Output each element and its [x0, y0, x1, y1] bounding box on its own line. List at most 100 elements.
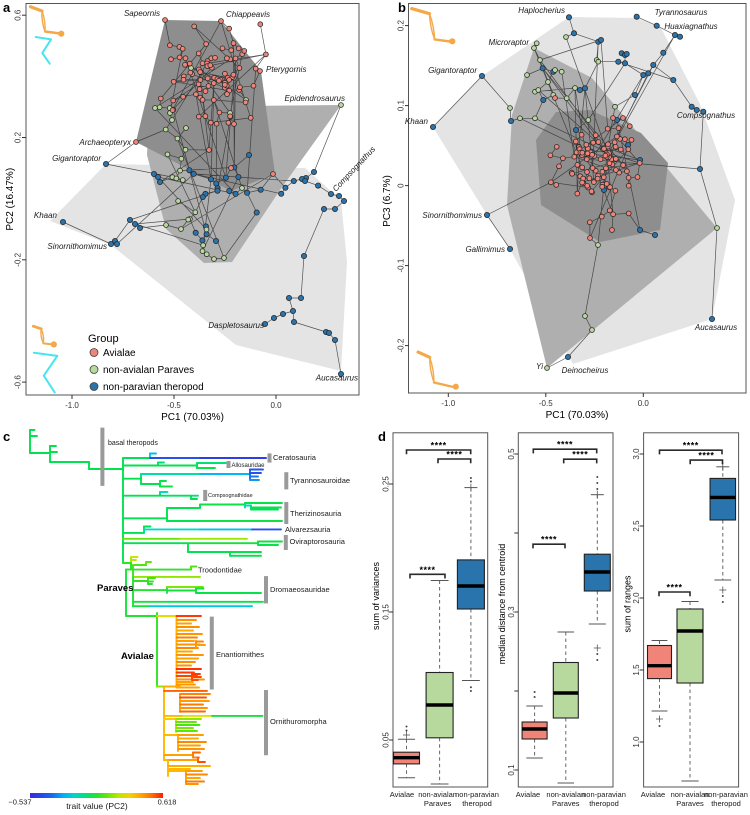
svg-text:Aucasaurus: Aucasaurus — [315, 374, 358, 383]
svg-text:Sapeornis: Sapeornis — [124, 9, 160, 18]
svg-text:Gallimimus: Gallimimus — [465, 245, 505, 254]
svg-text:median distance from centroid: median distance from centroid — [497, 544, 507, 665]
svg-text:****: **** — [698, 451, 714, 461]
svg-text:non-paravian theropod: non-paravian theropod — [103, 382, 204, 393]
svg-text:Paraves: Paraves — [552, 799, 580, 808]
svg-text:basal theropods: basal theropods — [108, 440, 158, 447]
svg-text:c: c — [3, 429, 10, 444]
svg-text:Oviraptorosauria: Oviraptorosauria — [290, 537, 346, 546]
svg-text:0.2: 0.2 — [397, 19, 406, 31]
svg-text:Ornithuromorpha: Ornithuromorpha — [270, 717, 328, 726]
svg-text:0.1: 0.1 — [397, 99, 406, 111]
svg-text:Paraves: Paraves — [424, 799, 452, 808]
svg-text:2.0: 2.0 — [632, 592, 641, 604]
svg-text:Chiappeavis: Chiappeavis — [226, 10, 270, 19]
svg-text:Deinocheirus: Deinocheirus — [562, 366, 609, 375]
svg-text:3.0: 3.0 — [632, 448, 641, 460]
svg-text:-0.5: -0.5 — [539, 399, 553, 408]
svg-text:0.05: 0.05 — [382, 732, 391, 748]
svg-text:Allosauridae: Allosauridae — [232, 463, 266, 469]
svg-text:Paraves: Paraves — [676, 799, 704, 808]
svg-text:2.5: 2.5 — [632, 520, 641, 532]
svg-text:Dromaeosauridae: Dromaeosauridae — [270, 585, 330, 594]
svg-text:Epidendrosaurus: Epidendrosaurus — [285, 94, 345, 103]
svg-text:Yi: Yi — [536, 362, 543, 371]
svg-text:Enantiornithes: Enantiornithes — [216, 650, 264, 659]
svg-text:non-avialan Paraves: non-avialan Paraves — [103, 365, 194, 376]
svg-text:Avialae: Avialae — [390, 790, 414, 799]
svg-text:0.3: 0.3 — [507, 606, 516, 618]
svg-text:0.0: 0.0 — [638, 399, 650, 408]
svg-text:Sinornithomimus: Sinornithomimus — [47, 242, 107, 251]
svg-text:PC1 (70.03%): PC1 (70.03%) — [161, 412, 224, 423]
svg-text:0.0: 0.0 — [270, 401, 282, 410]
svg-text:0.15: 0.15 — [382, 604, 391, 620]
svg-text:non-paravian: non-paravian — [582, 790, 626, 799]
svg-text:sum of variances: sum of variances — [371, 561, 381, 630]
svg-text:0: 0 — [397, 183, 406, 188]
svg-text:-0.2: -0.2 — [14, 252, 23, 266]
svg-text:1.0: 1.0 — [632, 736, 641, 748]
svg-text:-0.2: -0.2 — [397, 338, 406, 352]
svg-text:****: **** — [419, 565, 435, 575]
svg-text:****: **** — [541, 535, 557, 545]
svg-text:-0.5: -0.5 — [167, 401, 181, 410]
svg-text:0.6: 0.6 — [14, 9, 23, 21]
svg-text:Pterygornis: Pterygornis — [266, 65, 306, 74]
svg-text:Therizinosauria: Therizinosauria — [290, 509, 342, 518]
svg-text:Ceratosauria: Ceratosauria — [273, 453, 317, 462]
svg-text:Compsognathus: Compsognathus — [677, 111, 735, 120]
svg-text:PC3 (6.7%): PC3 (6.7%) — [382, 175, 393, 227]
svg-text:sum of ranges: sum of ranges — [623, 575, 633, 633]
svg-text:−0.537: −0.537 — [8, 798, 31, 807]
svg-text:Microraptor: Microraptor — [489, 38, 530, 47]
svg-text:****: **** — [666, 583, 682, 593]
svg-text:Daspletosaurus: Daspletosaurus — [208, 321, 264, 330]
svg-text:Troodontidae: Troodontidae — [198, 566, 242, 575]
svg-text:PC1 (70.03%): PC1 (70.03%) — [546, 410, 609, 421]
svg-text:Huaxiagnathus: Huaxiagnathus — [664, 22, 717, 31]
svg-text:d: d — [378, 429, 386, 444]
svg-text:Avialae: Avialae — [516, 790, 540, 799]
svg-text:theropod: theropod — [711, 799, 741, 808]
svg-text:-0.6: -0.6 — [14, 375, 23, 389]
svg-text:-1.0: -1.0 — [441, 399, 455, 408]
svg-text:non-paravian: non-paravian — [455, 790, 499, 799]
svg-text:Khaan: Khaan — [34, 211, 58, 220]
svg-text:Avialae: Avialae — [121, 651, 154, 662]
svg-text:****: **** — [431, 441, 447, 451]
svg-text:trait value (PC2): trait value (PC2) — [66, 801, 128, 811]
svg-text:Alvarezsauria: Alvarezsauria — [285, 525, 331, 534]
svg-text:Aucasaurus: Aucasaurus — [694, 323, 737, 332]
svg-text:1.5: 1.5 — [632, 664, 641, 676]
svg-text:Sinornithomimus: Sinornithomimus — [422, 211, 482, 220]
svg-text:PC2 (16.47%): PC2 (16.47%) — [5, 168, 16, 231]
svg-text:Khaan: Khaan — [405, 117, 429, 126]
svg-text:0.25: 0.25 — [382, 476, 391, 492]
svg-text:theropod: theropod — [589, 799, 619, 808]
svg-text:0.5: 0.5 — [507, 448, 516, 460]
svg-text:b: b — [398, 0, 406, 15]
svg-text:Avialae: Avialae — [103, 348, 136, 359]
svg-text:Gigantoraptor: Gigantoraptor — [428, 66, 477, 75]
svg-text:a: a — [3, 0, 11, 15]
svg-text:0.2: 0.2 — [14, 131, 23, 143]
svg-text:non-avialan: non-avialan — [671, 790, 710, 799]
svg-text:non-avialan: non-avialan — [418, 790, 457, 799]
svg-text:****: **** — [557, 440, 573, 450]
svg-text:****: **** — [683, 441, 699, 451]
svg-text:0.1: 0.1 — [507, 764, 516, 776]
svg-text:****: **** — [572, 450, 588, 460]
svg-text:-0.1: -0.1 — [397, 258, 406, 272]
svg-text:Paraves: Paraves — [97, 583, 133, 594]
svg-text:****: **** — [446, 450, 462, 460]
svg-text:Tyrannosauroidae: Tyrannosauroidae — [290, 476, 350, 485]
svg-text:Gigantoraptor: Gigantoraptor — [52, 154, 101, 163]
svg-text:Archaeopteryx: Archaeopteryx — [78, 138, 132, 147]
svg-text:Group: Group — [88, 333, 119, 345]
svg-text:-1.0: -1.0 — [65, 401, 79, 410]
svg-text:Tyrannosaurus: Tyrannosaurus — [655, 8, 708, 17]
svg-text:non-avialan: non-avialan — [546, 790, 585, 799]
svg-text:non-paravian: non-paravian — [704, 790, 748, 799]
svg-text:Compsognathidae: Compsognathidae — [208, 493, 253, 499]
